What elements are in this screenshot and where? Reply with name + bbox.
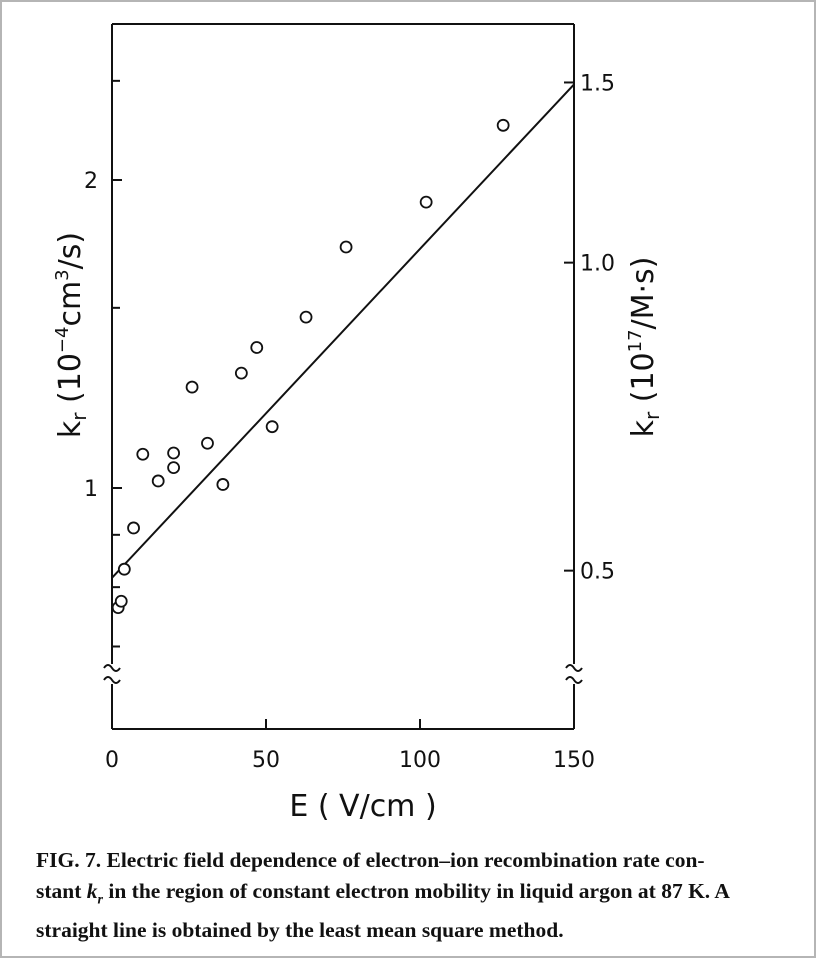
data-point — [151, 474, 165, 488]
y-right-axis-break-lower — [565, 676, 583, 684]
x-tick-label: 50 — [252, 748, 280, 773]
data-point — [234, 366, 248, 380]
axes — [103, 23, 583, 730]
caption-line-3: straight line is obtained by the least m… — [36, 918, 564, 943]
data-point — [185, 380, 199, 394]
y-right-axis-break-upper — [565, 664, 583, 672]
fit-line — [111, 83, 575, 579]
y-right-tick-label: 0.5 — [580, 560, 615, 585]
tick-labels: 0 50 100 150 1 2 0.5 1.0 1.5 — [84, 71, 615, 773]
data-point — [250, 341, 264, 354]
ticks — [111, 79, 575, 729]
caption-line-2-pre: stant — [36, 879, 87, 903]
y-right-tick-label: 1.5 — [580, 71, 615, 96]
x-tick-label: 100 — [399, 748, 441, 773]
data-point — [419, 195, 433, 209]
figure-caption: FIG. 7. Electric field dependence of ele… — [36, 845, 796, 946]
x-tick-label: 150 — [553, 748, 595, 773]
caption-k-subscript: r — [97, 892, 103, 908]
data-point — [216, 478, 230, 491]
fit-line-group — [111, 83, 575, 579]
caption-line-1: FIG. 7. Electric field dependence of ele… — [36, 848, 705, 872]
caption-line-2-post: in the region of constant electron mobil… — [102, 879, 730, 903]
x-axis-title: E ( V/cm ) — [289, 789, 436, 824]
y-left-tick-label: 1 — [84, 477, 98, 502]
y-right-tick-label: 1.0 — [580, 252, 615, 277]
data-point — [201, 436, 214, 450]
data-points — [111, 118, 510, 615]
caption-line-2: stant kr in the region of constant elect… — [36, 876, 796, 915]
x-tick-label: 0 — [105, 748, 119, 773]
data-point — [167, 446, 181, 460]
y-left-axis-break-upper — [103, 664, 121, 672]
y-right-axis-title: kr (1017/M·s) — [625, 257, 664, 438]
x-axis-title-text: E ( V/cm ) — [289, 789, 436, 824]
data-point — [496, 118, 510, 132]
caption-k-symbol: k — [86, 879, 98, 903]
data-point — [127, 521, 140, 535]
y-left-axis-break-lower — [103, 676, 121, 684]
data-point — [167, 461, 181, 474]
data-point — [136, 447, 150, 461]
y-left-tick-label: 2 — [84, 169, 98, 194]
data-point — [114, 594, 128, 608]
data-point — [339, 240, 353, 254]
data-point — [299, 310, 313, 324]
data-point — [265, 420, 279, 434]
y-left-axis-title: kr (10−4cm3/s) — [52, 232, 91, 438]
data-point — [117, 562, 131, 576]
